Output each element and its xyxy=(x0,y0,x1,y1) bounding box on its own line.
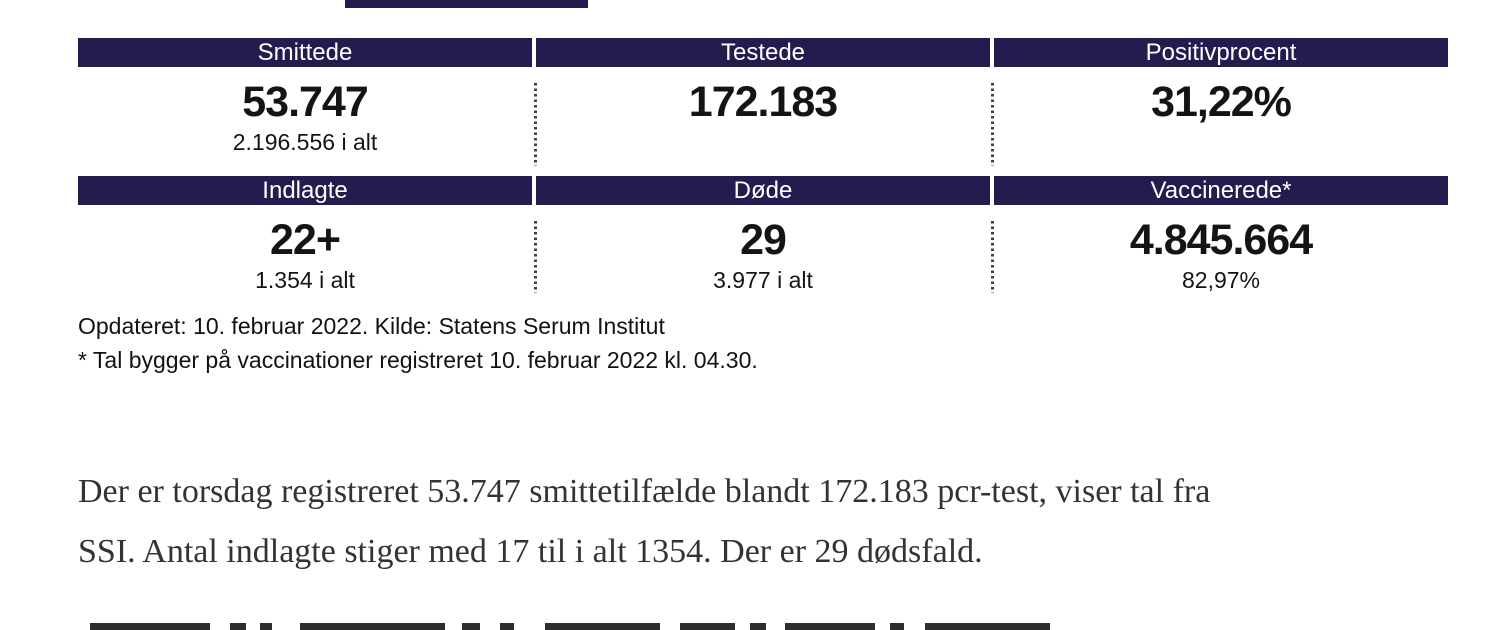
stats-values-row-1: 53.747 2.196.556 i alt 172.183 31,22% xyxy=(78,67,1448,176)
cropped-text-fragment xyxy=(750,623,766,630)
stat-cell-doede: 29 3.977 i alt xyxy=(536,205,990,303)
cropped-text-fragment xyxy=(890,623,904,630)
dotted-divider xyxy=(534,83,537,166)
stat-sub-smittede: 2.196.556 i alt xyxy=(232,129,378,155)
stat-sub-doede: 3.977 i alt xyxy=(713,267,813,293)
stats-updated-line: Opdateret: 10. februar 2022. Kilde: Stat… xyxy=(78,313,665,339)
stats-header-smittede: Smittede xyxy=(78,38,532,67)
stat-cell-vaccinerede: 4.845.664 82,97% xyxy=(994,205,1448,303)
covid-stats-widget: Smittede Testede Positivprocent 53.747 2… xyxy=(78,38,1448,373)
stats-header-testede: Testede xyxy=(536,38,990,67)
dotted-divider xyxy=(991,83,994,166)
cropped-text-fragment xyxy=(925,623,1050,630)
cropped-text-bottom xyxy=(90,623,1060,630)
cropped-element-top xyxy=(345,0,588,8)
article-line-1: Der er torsdag registreret 53.747 smitte… xyxy=(78,473,1211,510)
dotted-divider xyxy=(991,221,994,293)
stat-cell-positivprocent: 31,22% xyxy=(994,67,1448,176)
dotted-divider xyxy=(534,221,537,293)
cropped-text-fragment xyxy=(462,623,480,630)
stat-value-vaccinerede: 4.845.664 xyxy=(1129,216,1313,264)
cropped-text-fragment xyxy=(90,623,210,630)
cropped-text-fragment xyxy=(500,623,514,630)
cropped-text-fragment xyxy=(785,623,875,630)
stat-cell-testede: 172.183 xyxy=(536,67,990,176)
stat-value-indlagte: 22+ xyxy=(270,216,341,264)
stat-cell-smittede: 53.747 2.196.556 i alt xyxy=(78,67,532,176)
article-paragraph: Der er torsdag registreret 53.747 smitte… xyxy=(78,462,1438,582)
stat-sub-vaccinerede: 82,97% xyxy=(1181,267,1260,293)
stat-value-smittede: 53.747 xyxy=(242,78,369,126)
cropped-text-fragment xyxy=(260,623,272,630)
stats-values-row-2: 22+ 1.354 i alt 29 3.977 i alt 4.845.664… xyxy=(78,205,1448,303)
stats-header-vaccinerede: Vaccinerede* xyxy=(994,176,1448,205)
cropped-text-fragment xyxy=(680,623,735,630)
stat-value-testede: 172.183 xyxy=(688,78,838,126)
cropped-text-fragment xyxy=(545,623,660,630)
cropped-text-fragment xyxy=(230,623,246,630)
stat-value-positivprocent: 31,22% xyxy=(1151,78,1292,126)
article-line-2: SSI. Antal indlagte stiger med 17 til i … xyxy=(78,533,983,570)
stat-sub-indlagte: 1.354 i alt xyxy=(255,267,355,293)
stats-header-indlagte: Indlagte xyxy=(78,176,532,205)
cropped-text-fragment xyxy=(300,623,445,630)
stat-value-doede: 29 xyxy=(740,216,787,264)
stat-cell-indlagte: 22+ 1.354 i alt xyxy=(78,205,532,303)
stats-header-row-2: Indlagte Døde Vaccinerede* xyxy=(78,176,1448,205)
stats-header-doede: Døde xyxy=(536,176,990,205)
stats-header-row-1: Smittede Testede Positivprocent xyxy=(78,38,1448,67)
stats-header-positivprocent: Positivprocent xyxy=(994,38,1448,67)
stats-footnote-line: * Tal bygger på vaccinationer registrere… xyxy=(78,347,758,373)
